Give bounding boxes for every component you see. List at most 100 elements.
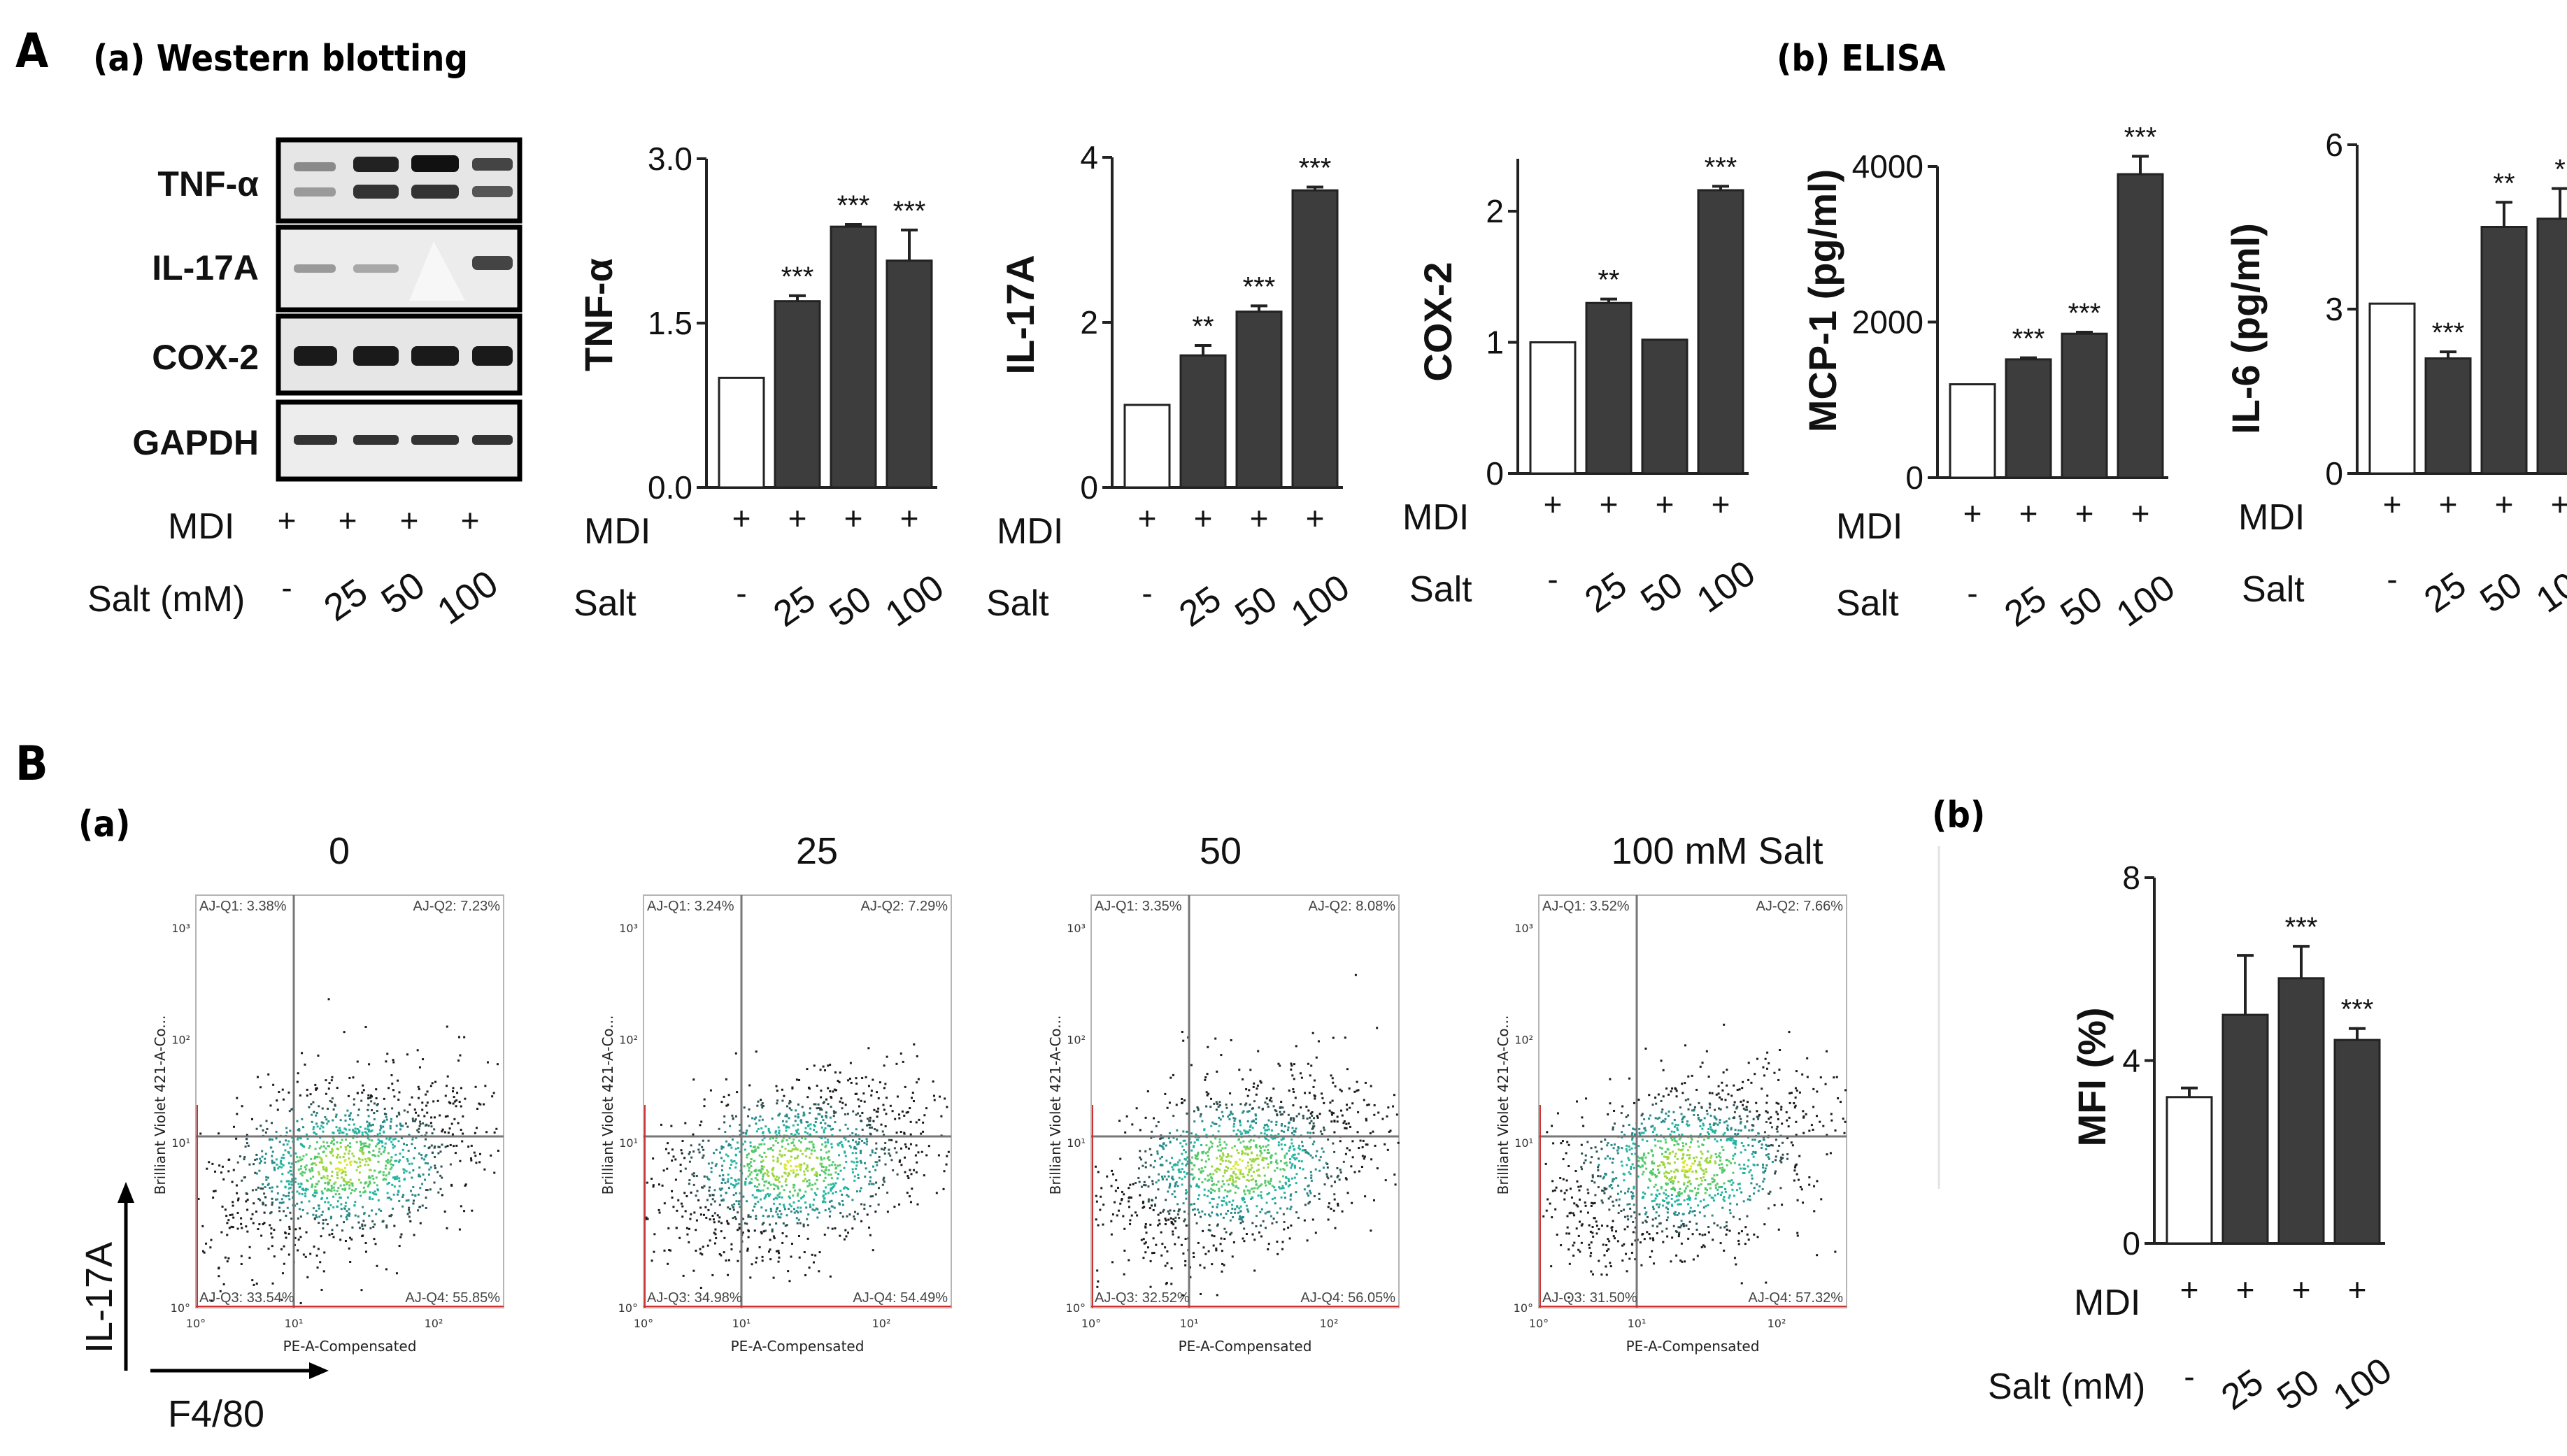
salt-value: 50	[1634, 564, 1691, 621]
event-dot	[811, 1168, 813, 1171]
event-dot	[1213, 1102, 1216, 1105]
event-dot	[1134, 1211, 1137, 1214]
event-dot	[1738, 1088, 1741, 1091]
event-dot	[1766, 1094, 1769, 1097]
event-dot	[1228, 1160, 1230, 1163]
event-dot	[315, 1088, 318, 1091]
event-dot	[329, 1099, 332, 1102]
event-dot	[1162, 1148, 1165, 1150]
event-dot	[1249, 1129, 1251, 1132]
event-dot	[1207, 1158, 1210, 1161]
event-dot	[1246, 1189, 1249, 1192]
event-dot	[1662, 1069, 1665, 1071]
event-dot	[693, 1211, 696, 1214]
event-dot	[357, 1131, 360, 1134]
event-dot	[909, 1143, 912, 1145]
mdi-sign: +	[2551, 486, 2567, 522]
event-dot	[1297, 1113, 1300, 1115]
event-dot	[1304, 1177, 1307, 1180]
event-dot	[760, 1104, 763, 1106]
event-dot	[853, 1147, 856, 1150]
event-dot	[844, 1104, 847, 1106]
event-dot	[868, 1183, 871, 1185]
western-blot: TNF-α IL-17A COX-2	[87, 137, 522, 633]
event-dot	[344, 1239, 347, 1242]
event-dot	[748, 1182, 751, 1185]
event-dot	[842, 1178, 845, 1180]
event-dot	[383, 1107, 386, 1110]
event-dot	[775, 1175, 778, 1178]
event-dot	[1221, 1250, 1223, 1252]
event-dot	[301, 1145, 304, 1148]
event-dot	[248, 1257, 251, 1259]
event-dot	[1270, 1097, 1272, 1099]
event-dot	[287, 1253, 290, 1256]
event-dot	[863, 1207, 866, 1210]
event-dot	[1726, 1084, 1728, 1087]
event-dot	[290, 1180, 292, 1183]
event-dot	[868, 1171, 871, 1173]
event-dot	[733, 1159, 736, 1162]
event-dot	[748, 1166, 751, 1169]
event-dot	[1211, 1177, 1214, 1180]
event-dot	[1661, 1108, 1664, 1111]
event-dot	[739, 1123, 741, 1126]
event-dot	[732, 1206, 734, 1209]
event-dot	[1674, 1139, 1677, 1142]
band	[294, 264, 336, 273]
event-dot	[738, 1223, 741, 1226]
event-dot	[1209, 1191, 1212, 1194]
event-dot	[775, 1208, 778, 1211]
y-tick-label: 4000	[1852, 148, 1924, 185]
event-dot	[1690, 1136, 1693, 1139]
event-dot	[1346, 1192, 1349, 1194]
salt-value: -	[1547, 561, 1558, 597]
event-dot	[1308, 1201, 1311, 1204]
flow-x-tick-label: 10°	[634, 1317, 653, 1330]
y-tick-label: 3.0	[648, 141, 692, 177]
event-dot	[1694, 1197, 1697, 1200]
event-dot	[388, 1215, 391, 1218]
event-dot	[398, 1245, 401, 1248]
event-dot	[783, 1154, 786, 1157]
event-dot	[1168, 1186, 1171, 1189]
event-dot	[1289, 1194, 1292, 1197]
event-dot	[1235, 1180, 1237, 1183]
event-dot	[783, 1189, 785, 1192]
event-dot	[1293, 1176, 1296, 1179]
event-dot	[1777, 1113, 1779, 1115]
event-dot	[1781, 1122, 1784, 1125]
bar	[2277, 977, 2325, 1245]
event-dot	[1721, 1169, 1723, 1172]
event-dot	[827, 1169, 830, 1171]
event-dot	[1561, 1140, 1564, 1143]
event-dot	[1716, 1123, 1719, 1126]
event-dot	[734, 1218, 737, 1220]
event-dot	[1632, 1221, 1635, 1224]
event-dot	[1721, 1089, 1724, 1092]
event-dot	[318, 1171, 320, 1173]
event-dot	[313, 1217, 316, 1220]
event-dot	[1246, 1152, 1249, 1155]
event-dot	[820, 1162, 823, 1165]
event-dot	[1333, 1150, 1336, 1153]
event-dot	[294, 1152, 297, 1155]
event-dot	[264, 1152, 267, 1155]
event-dot	[905, 1111, 908, 1114]
event-dot	[389, 1125, 392, 1127]
event-dot	[1632, 1142, 1635, 1145]
event-dot	[1665, 1182, 1668, 1185]
event-dot	[846, 1194, 848, 1197]
event-dot	[327, 1145, 329, 1148]
event-dot	[1666, 1216, 1669, 1219]
event-dot	[1227, 1190, 1230, 1193]
event-dot	[1308, 1122, 1311, 1125]
event-dot	[1323, 1129, 1326, 1132]
event-dot	[201, 1250, 204, 1252]
event-dot	[382, 1178, 385, 1181]
event-dot	[720, 1157, 723, 1159]
event-dot	[1551, 1190, 1554, 1192]
event-dot	[1215, 1122, 1218, 1125]
event-dot	[882, 1104, 885, 1106]
event-dot	[1275, 1221, 1278, 1224]
